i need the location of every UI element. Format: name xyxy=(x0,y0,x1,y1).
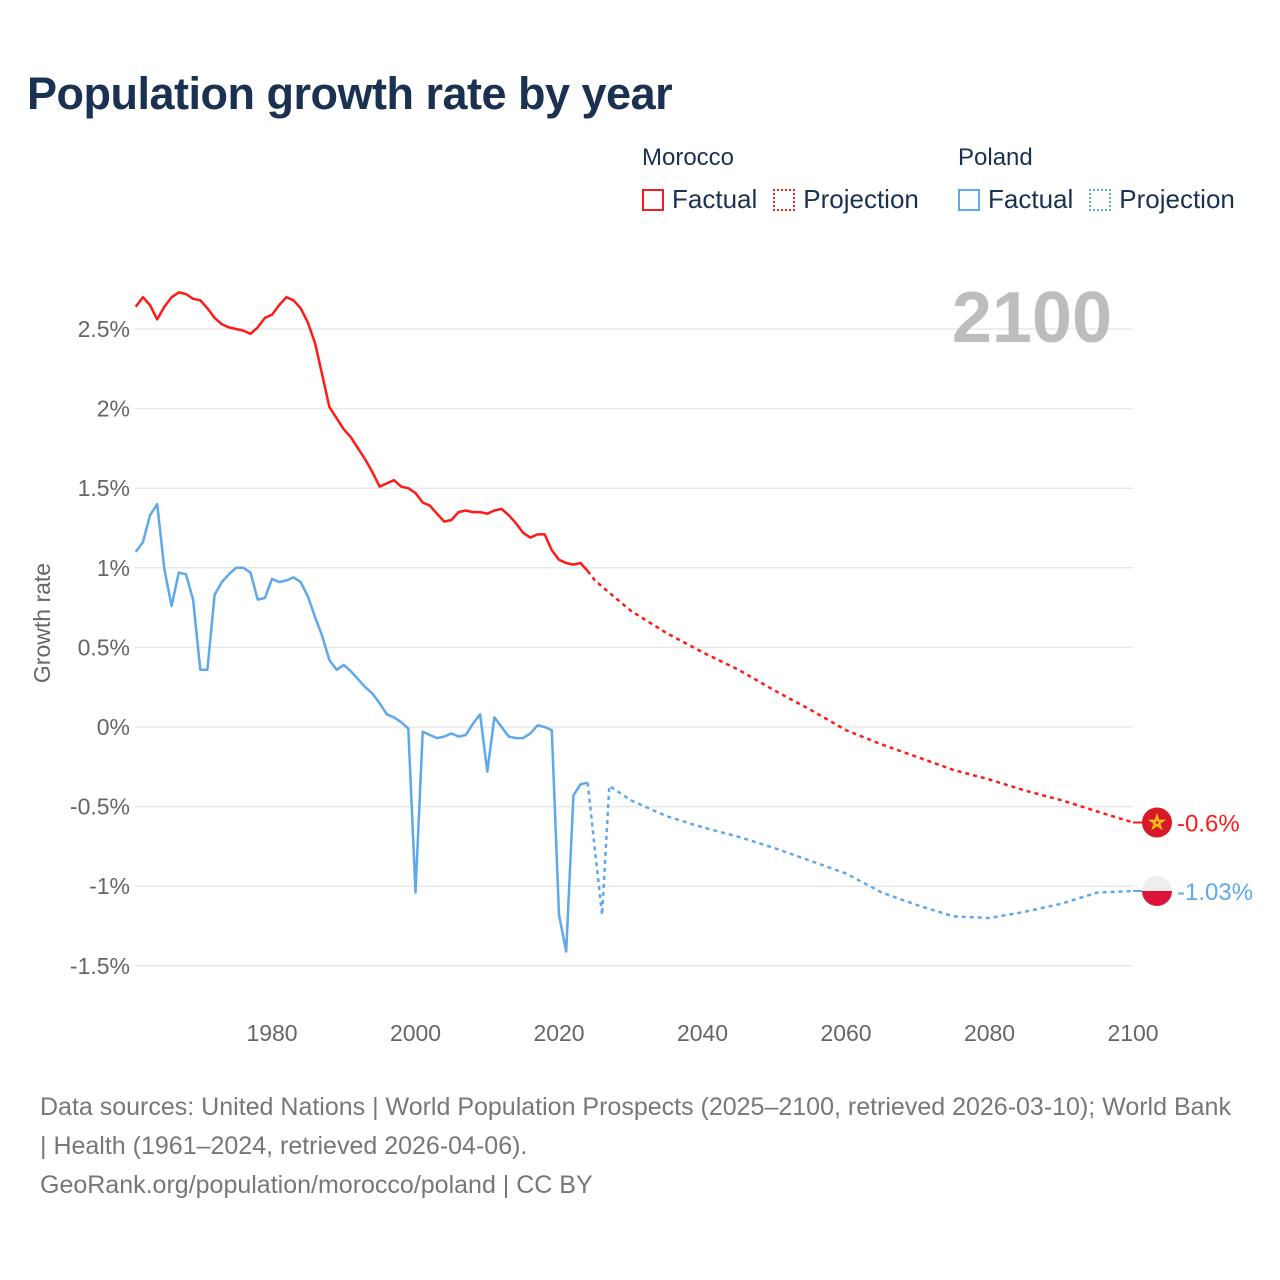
poland-projection-line xyxy=(586,782,1134,920)
current-year-label: 2100 xyxy=(952,278,1112,358)
y-tick-label: 0.5% xyxy=(78,634,130,660)
solid-swatch-icon xyxy=(958,188,980,211)
solid-swatch-icon xyxy=(642,188,664,211)
y-tick-label: 0% xyxy=(97,714,130,740)
legend-item-morocco-factual[interactable]: Factual xyxy=(642,184,757,215)
attribution-link[interactable]: GeoRank.org/population/morocco/poland | … xyxy=(40,1171,593,1199)
morocco-factual-line xyxy=(134,291,589,572)
x-tick-label: 1980 xyxy=(246,1020,297,1046)
y-tick-label: -0.5% xyxy=(70,794,130,820)
legend-label: Projection xyxy=(1119,184,1235,214)
x-tick-label: 2100 xyxy=(1107,1020,1158,1046)
dotted-swatch-icon xyxy=(773,188,796,211)
x-tick-label: 2000 xyxy=(390,1020,441,1046)
legend-morocco: Morocco Factual Projection xyxy=(642,144,935,215)
end-value-label: -1.03% xyxy=(1177,879,1253,906)
x-tick-label: 2020 xyxy=(533,1020,584,1046)
legend-item-morocco-projection[interactable]: Projection xyxy=(773,184,919,215)
morocco-flag-icon xyxy=(1142,807,1172,838)
x-tick-label: 2060 xyxy=(820,1020,871,1046)
legend-item-poland-projection[interactable]: Projection xyxy=(1089,184,1235,215)
poland-factual-line xyxy=(134,502,588,953)
poland-flag-icon xyxy=(1142,875,1172,906)
footer: Data sources: United Nations | World Pop… xyxy=(40,1088,1240,1205)
dotted-swatch-icon xyxy=(1089,188,1112,211)
chart-title: Population growth rate by year xyxy=(27,68,673,119)
legend-label: Factual xyxy=(672,184,758,214)
legend-label: Factual xyxy=(988,184,1074,214)
legend-country-label: Poland xyxy=(958,144,1033,171)
y-tick-label: 2% xyxy=(97,396,130,422)
legend-label: Projection xyxy=(803,184,919,214)
y-axis-label: Growth rate xyxy=(29,563,55,683)
y-tick-label: -1% xyxy=(89,873,130,899)
y-tick-label: -1.5% xyxy=(70,953,130,979)
x-tick-label: 2080 xyxy=(964,1020,1015,1046)
legend-country-label: Morocco xyxy=(642,144,735,171)
morocco-projection-line xyxy=(586,570,1134,824)
y-tick-label: 1.5% xyxy=(78,475,130,501)
data-sources: Data sources: United Nations | World Pop… xyxy=(40,1093,1231,1160)
x-tick-label: 2040 xyxy=(677,1020,728,1046)
legend-poland: Poland Factual Projection xyxy=(958,144,1251,215)
legend-item-poland-factual[interactable]: Factual xyxy=(958,184,1073,215)
end-value-label: -0.6% xyxy=(1177,811,1240,838)
y-tick-label: 1% xyxy=(97,555,130,581)
y-tick-label: 2.5% xyxy=(78,316,130,342)
